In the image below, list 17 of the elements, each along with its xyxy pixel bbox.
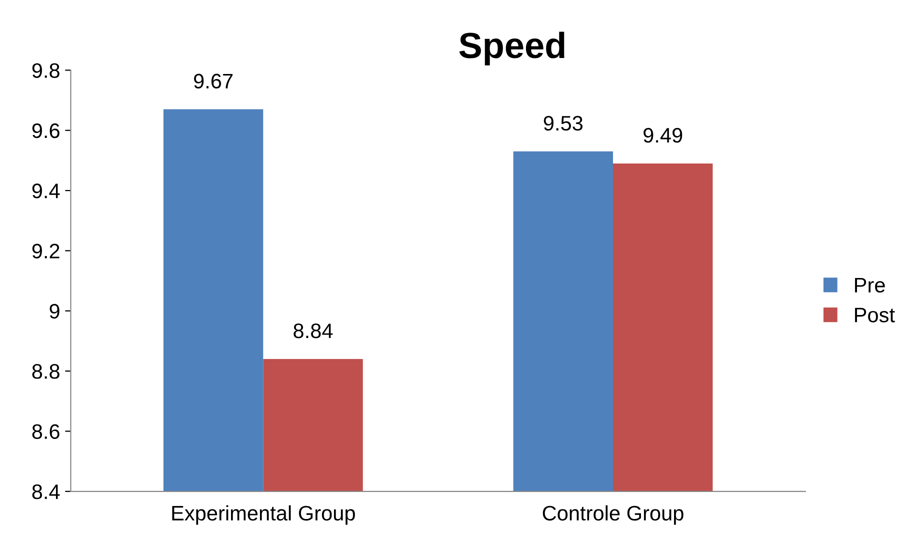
- x-tick-label: Experimental Group: [172, 505, 355, 525]
- legend-label: Post: [855, 308, 895, 322]
- legend-label: Pre: [855, 278, 885, 293]
- data-label: 9.67: [194, 74, 233, 89]
- y-tick-label: 9.2: [32, 244, 60, 258]
- y-tick-label: 8.6: [32, 424, 60, 439]
- y-tick-label: 8.8: [32, 364, 60, 379]
- y-tick-label: 9.6: [32, 123, 60, 138]
- y-tick-label: 9.8: [32, 63, 60, 78]
- data-label: 9.53: [544, 116, 583, 131]
- y-tick-label: 8.4: [32, 484, 60, 500]
- chart-title: Speed: [459, 32, 564, 66]
- y-tick-label: 9.4: [32, 184, 60, 198]
- x-tick-label: Controle Group: [542, 505, 684, 525]
- y-tick-label: 9: [50, 304, 60, 319]
- data-label: 8.84: [294, 323, 333, 338]
- data-label: 9.49: [644, 128, 682, 143]
